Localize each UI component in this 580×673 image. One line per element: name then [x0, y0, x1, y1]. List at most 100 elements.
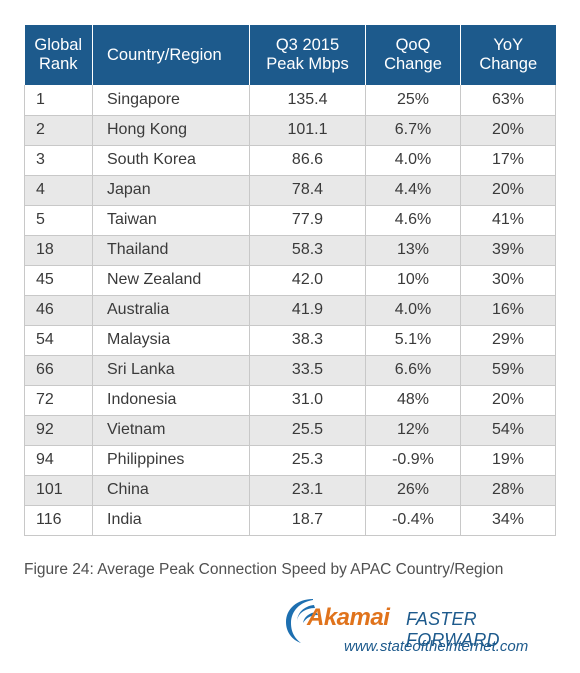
peak-cell: 25.5 — [249, 415, 366, 446]
peak-cell: 58.3 — [249, 235, 366, 266]
rank-cell: 46 — [24, 295, 93, 326]
header-rank-line1: Global — [34, 36, 83, 54]
header-peak-line1: Q3 2015 — [275, 36, 340, 54]
table-row: 2 Hong Kong 101.1 6.7% 20% — [24, 115, 556, 146]
country-cell: Australia — [92, 295, 250, 326]
brand-name: Akamai — [307, 604, 390, 631]
header-row: Global Rank Country/Region Q3 2015 Peak … — [24, 25, 556, 85]
header-qoq-line1: QoQ — [395, 36, 431, 54]
peak-cell: 31.0 — [249, 385, 366, 416]
peak-cell: 86.6 — [249, 145, 366, 176]
peak-speed-table: Global Rank Country/Region Q3 2015 Peak … — [24, 25, 556, 536]
rank-cell: 45 — [24, 265, 93, 296]
yoy-cell: 30% — [460, 265, 556, 296]
rank-cell: 1 — [24, 85, 93, 116]
country-cell: India — [92, 505, 250, 536]
country-cell: Malaysia — [92, 325, 250, 356]
country-cell: Sri Lanka — [92, 355, 250, 386]
peak-cell: 101.1 — [249, 115, 366, 146]
brand-tagline: FASTER FORWARD — [406, 609, 500, 650]
yoy-cell: 17% — [460, 145, 556, 176]
header-global-rank: Global Rank — [24, 25, 93, 85]
peak-cell: 78.4 — [249, 175, 366, 206]
table-row: 45 New Zealand 42.0 10% 30% — [24, 265, 556, 296]
table-row: 54 Malaysia 38.3 5.1% 29% — [24, 325, 556, 356]
qoq-cell: 4.0% — [365, 145, 461, 176]
table-row: 4 Japan 78.4 4.4% 20% — [24, 175, 556, 206]
yoy-cell: 41% — [460, 205, 556, 236]
qoq-cell: -0.4% — [365, 505, 461, 536]
country-cell: Hong Kong — [92, 115, 250, 146]
qoq-cell: 25% — [365, 85, 461, 116]
table-row: 92 Vietnam 25.5 12% 54% — [24, 415, 556, 446]
akamai-swoosh-icon — [286, 599, 318, 643]
peak-cell: 23.1 — [249, 475, 366, 506]
qoq-cell: -0.9% — [365, 445, 461, 476]
country-cell: Philippines — [92, 445, 250, 476]
rank-cell: 94 — [24, 445, 93, 476]
header-peak-line2: Peak Mbps — [266, 55, 349, 73]
rank-cell: 2 — [24, 115, 93, 146]
header-peak-mbps: Q3 2015 Peak Mbps — [249, 25, 366, 85]
peak-cell: 25.3 — [249, 445, 366, 476]
table-row: 18 Thailand 58.3 13% 39% — [24, 235, 556, 266]
yoy-cell: 34% — [460, 505, 556, 536]
country-cell: Vietnam — [92, 415, 250, 446]
table-body: 1 Singapore 135.4 25% 63% 2 Hong Kong 101.1 6.7… — [24, 85, 556, 536]
table-row: 94 Philippines 25.3 -0.9% 19% — [24, 445, 556, 476]
header-qoq-change: QoQ Change — [365, 25, 461, 85]
header-yoy-line1: YoY — [493, 36, 524, 54]
qoq-cell: 12% — [365, 415, 461, 446]
rank-cell: 5 — [24, 205, 93, 236]
brand-url: www.stateoftheinternet.com — [344, 638, 529, 655]
country-cell: Singapore — [92, 85, 250, 116]
table-row: 101 China 23.1 26% 28% — [24, 475, 556, 506]
figure-caption: Figure 24: Average Peak Connection Speed… — [24, 561, 504, 578]
qoq-cell: 4.4% — [365, 175, 461, 206]
qoq-cell: 6.6% — [365, 355, 461, 386]
qoq-cell: 4.6% — [365, 205, 461, 236]
peak-cell: 77.9 — [249, 205, 366, 236]
qoq-cell: 4.0% — [365, 295, 461, 326]
peak-cell: 42.0 — [249, 265, 366, 296]
qoq-cell: 6.7% — [365, 115, 461, 146]
table-row: 5 Taiwan 77.9 4.6% 41% — [24, 205, 556, 236]
yoy-cell: 28% — [460, 475, 556, 506]
peak-cell: 38.3 — [249, 325, 366, 356]
rank-cell: 3 — [24, 145, 93, 176]
qoq-cell: 48% — [365, 385, 461, 416]
yoy-cell: 39% — [460, 235, 556, 266]
country-cell: South Korea — [92, 145, 250, 176]
qoq-cell: 5.1% — [365, 325, 461, 356]
yoy-cell: 59% — [460, 355, 556, 386]
rank-cell: 92 — [24, 415, 93, 446]
rank-cell: 4 — [24, 175, 93, 206]
yoy-cell: 20% — [460, 115, 556, 146]
qoq-cell: 26% — [365, 475, 461, 506]
country-cell: Thailand — [92, 235, 250, 266]
yoy-cell: 19% — [460, 445, 556, 476]
peak-cell: 41.9 — [249, 295, 366, 326]
country-cell: New Zealand — [92, 265, 250, 296]
country-cell: Taiwan — [92, 205, 250, 236]
table-row: 46 Australia 41.9 4.0% 16% — [24, 295, 556, 326]
rank-cell: 54 — [24, 325, 93, 356]
yoy-cell: 20% — [460, 175, 556, 206]
table-row: 3 South Korea 86.6 4.0% 17% — [24, 145, 556, 176]
header-yoy-change: YoY Change — [460, 25, 556, 85]
yoy-cell: 16% — [460, 295, 556, 326]
rank-cell: 116 — [24, 505, 93, 536]
table-row: 72 Indonesia 31.0 48% 20% — [24, 385, 556, 416]
yoy-cell: 20% — [460, 385, 556, 416]
rank-cell: 66 — [24, 355, 93, 386]
table-row: 116 India 18.7 -0.4% 34% — [24, 505, 556, 536]
akamai-logo: Akamai FASTER FORWARD www.stateoftheinte… — [283, 596, 573, 656]
rank-cell: 72 — [24, 385, 93, 416]
peak-cell: 18.7 — [249, 505, 366, 536]
header-qoq-line2: Change — [384, 55, 442, 73]
country-cell: China — [92, 475, 250, 506]
yoy-cell: 63% — [460, 85, 556, 116]
header-country-region: Country/Region — [92, 25, 250, 85]
peak-cell: 33.5 — [249, 355, 366, 386]
yoy-cell: 54% — [460, 415, 556, 446]
